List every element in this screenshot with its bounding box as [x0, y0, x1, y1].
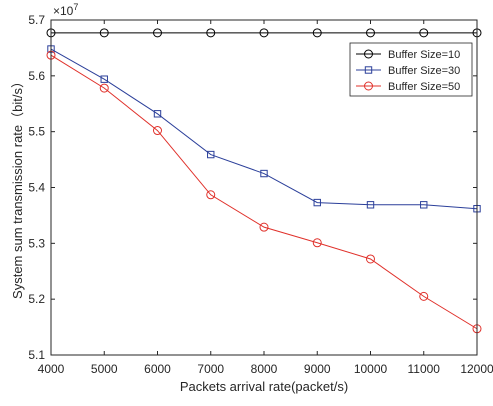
- y-exponent-power: 7: [73, 2, 78, 12]
- x-tick-label: 8000: [251, 362, 278, 376]
- y-axis-label: System sum transmission rate（bit/s）: [10, 75, 25, 299]
- x-tick-label: 9000: [304, 362, 331, 376]
- data-point: [419, 28, 429, 38]
- x-tick-label: 10000: [354, 362, 388, 376]
- legend: Buffer Size=10 Buffer Size=30 Buffer Size=…: [349, 42, 473, 97]
- data-point: [153, 126, 162, 136]
- data-point: [259, 28, 269, 38]
- data-point: [259, 222, 269, 232]
- y-tick-label: 5.2: [28, 292, 45, 306]
- x-tick-label: 5000: [91, 362, 118, 376]
- series-3: [46, 50, 482, 334]
- data-point: [366, 201, 375, 209]
- legend-entry: Buffer Size=30: [356, 65, 460, 77]
- y-exponent-label: ×107: [53, 2, 78, 18]
- y-tick-label: 5.4: [28, 181, 45, 195]
- data-point: [312, 238, 322, 248]
- legend-label: Buffer Size=10: [388, 49, 460, 61]
- data-point: [366, 28, 375, 38]
- data-point: [312, 28, 322, 38]
- y-tick-label: 5.1: [28, 348, 45, 362]
- legend-swatch-marker: [364, 81, 373, 91]
- y-tick-label: 5.3: [28, 236, 45, 250]
- data-point: [366, 254, 375, 264]
- x-tick-label: 7000: [197, 362, 224, 376]
- y-tick-label: 5.7: [28, 13, 45, 27]
- data-point: [206, 28, 216, 38]
- x-tick-label: 11000: [408, 362, 441, 376]
- legend-swatch-marker: [364, 49, 373, 59]
- series-line: [50, 48, 478, 210]
- data-point: [419, 291, 429, 301]
- legend-label: Buffer Size=50: [388, 81, 460, 93]
- data-point: [313, 198, 321, 207]
- x-tick-label: 4000: [38, 362, 65, 376]
- data-point: [153, 110, 162, 118]
- data-point: [153, 28, 162, 38]
- y-tick-label: 5.6: [28, 69, 45, 83]
- data-point: [100, 75, 108, 83]
- x-tick-label: 6000: [144, 362, 171, 376]
- data-point: [420, 201, 428, 209]
- plot-frame: [50, 19, 478, 356]
- x-axis-label: Packets arrival rate(packet/s): [180, 379, 348, 394]
- y-tick-label: 5.5: [28, 125, 45, 139]
- x-tick-label: 12000: [460, 362, 493, 376]
- data-point: [207, 150, 215, 159]
- legend-entry: Buffer Size=50: [356, 81, 460, 93]
- series-1: [46, 28, 482, 38]
- data-point: [99, 28, 109, 38]
- legend-entry: Buffer Size=10: [356, 49, 460, 61]
- data-point: [99, 83, 109, 93]
- data-point: [260, 169, 268, 178]
- series-line: [50, 54, 478, 330]
- legend-label: Buffer Size=30: [388, 65, 460, 77]
- data-point: [206, 190, 216, 200]
- legend-swatch-marker: [364, 66, 373, 74]
